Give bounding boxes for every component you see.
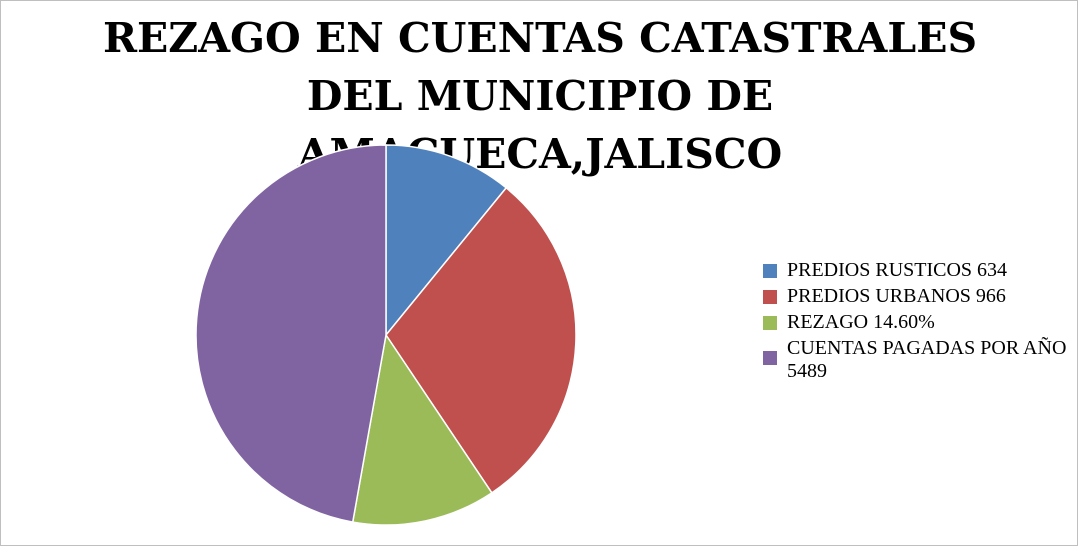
legend-label: PREDIOS URBANOS 966 bbox=[787, 285, 1006, 307]
legend-item: PREDIOS RUSTICOS 634 bbox=[763, 259, 1073, 282]
pie-area bbox=[195, 144, 577, 526]
legend: PREDIOS RUSTICOS 634 PREDIOS URBANOS 966 R… bbox=[763, 259, 1073, 386]
legend-label: CUENTAS PAGADAS POR AÑO 5489 bbox=[787, 337, 1067, 382]
legend-item: REZAGO 14.60% bbox=[763, 311, 1073, 334]
legend-item: PREDIOS URBANOS 966 bbox=[763, 285, 1073, 308]
pie-slice bbox=[195, 144, 387, 523]
legend-swatch bbox=[763, 264, 777, 278]
pie-slice bbox=[351, 333, 493, 526]
legend-swatch bbox=[763, 351, 777, 365]
legend-label: PREDIOS RUSTICOS 634 bbox=[787, 259, 1008, 281]
legend-swatch bbox=[763, 316, 777, 330]
legend-swatch bbox=[763, 290, 777, 304]
legend-item: CUENTAS PAGADAS POR AÑO 5489 bbox=[763, 337, 1073, 383]
legend-label: REZAGO 14.60% bbox=[787, 311, 935, 333]
chart-title: REZAGO EN CUENTAS CATASTRALES DEL MUNICI… bbox=[102, 14, 978, 178]
pie-slice bbox=[385, 186, 577, 494]
pie-slice bbox=[385, 144, 508, 338]
